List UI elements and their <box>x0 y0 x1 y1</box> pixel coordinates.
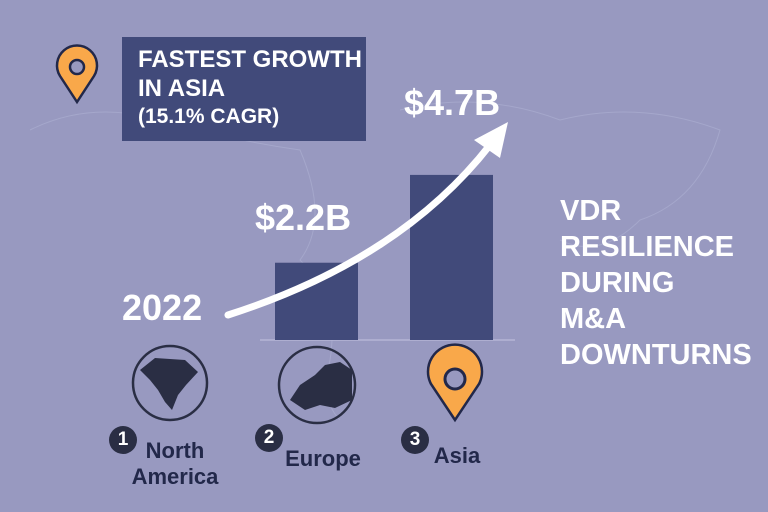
north-america-globe-icon <box>131 344 209 422</box>
data-label-2: $4.7B <box>404 82 501 123</box>
callout-line2: IN ASIA <box>138 75 226 102</box>
callout-line3: (15.1% CAGR) <box>138 105 280 128</box>
data-label-1: $2.2B <box>255 197 352 238</box>
callout-box: FASTEST GROWTH IN ASIA (15.1% CAGR) <box>122 37 366 141</box>
region-name: America <box>131 464 219 489</box>
side-line: DOWNTURNS <box>560 339 752 371</box>
bar-1 <box>275 262 358 340</box>
pin-icon-top <box>55 44 99 105</box>
callout-line1: FASTEST GROWTH <box>138 46 362 73</box>
region-name: North <box>145 438 205 463</box>
start-year-label: 2022 <box>122 287 203 328</box>
region-label: Asia <box>433 443 481 468</box>
bar-2 <box>410 174 493 340</box>
rank-badge: 1 <box>109 426 137 454</box>
rank-badge: 3 <box>401 426 429 454</box>
arrow-head-icon <box>474 122 508 158</box>
region-label: North America <box>125 438 225 490</box>
side-line: DURING <box>560 267 675 299</box>
rank-badge: 2 <box>255 424 283 452</box>
side-line: M&A <box>560 303 627 335</box>
side-line: RESILIENCE <box>560 231 735 263</box>
region-label: Europe <box>285 446 361 471</box>
side-line: VDR <box>560 195 622 227</box>
growth-arrow <box>224 141 494 319</box>
side-text: VDR RESILIENCE DURING M&A DOWNTURNS <box>560 193 752 373</box>
europe-globe-icon <box>277 345 357 425</box>
asia-pin-icon <box>426 343 484 423</box>
